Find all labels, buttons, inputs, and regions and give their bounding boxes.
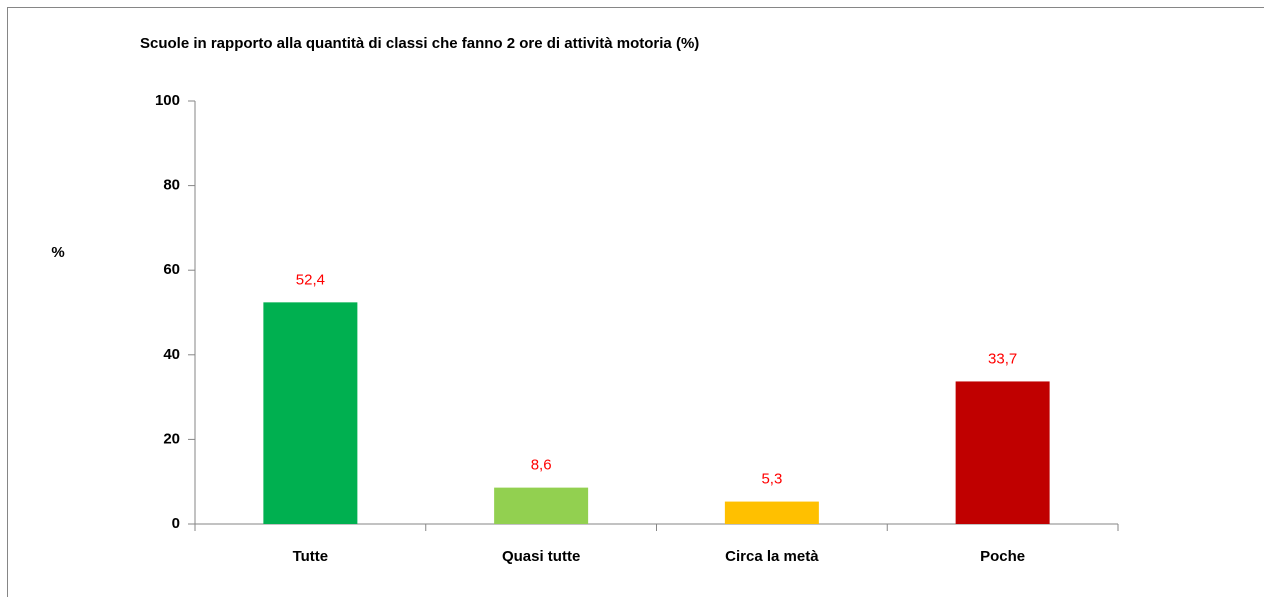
y-tick-label: 80	[163, 177, 180, 194]
data-label: 33,7	[988, 350, 1017, 367]
chart-title: Scuole in rapporto alla quantità di clas…	[140, 35, 699, 52]
bar	[263, 302, 358, 524]
y-tick-label: 60	[163, 261, 180, 278]
y-tick-label: 20	[163, 430, 180, 447]
x-tick-label: Poche	[980, 548, 1025, 565]
y-tick-label: 100	[155, 92, 180, 109]
y-tick-label: 0	[172, 515, 180, 532]
bar	[955, 381, 1050, 524]
y-axis-label: %	[51, 244, 64, 261]
data-label: 8,6	[531, 457, 552, 474]
data-label: 52,4	[296, 271, 325, 288]
data-label: 5,3	[761, 471, 782, 488]
y-tick-label: 40	[163, 346, 180, 363]
x-tick-label: Tutte	[293, 548, 329, 565]
x-tick-label: Quasi tutte	[502, 548, 580, 565]
bar	[494, 487, 589, 524]
chart-border	[7, 7, 1264, 597]
bar	[724, 501, 819, 524]
x-tick-label: Circa la metà	[725, 548, 819, 565]
